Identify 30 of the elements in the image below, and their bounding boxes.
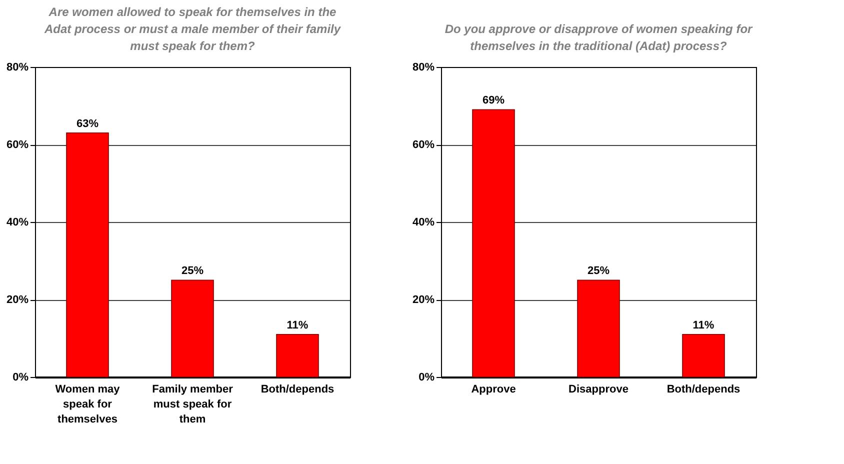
y-tick-label: 0%	[12, 372, 29, 384]
y-tick-label: 40%	[6, 216, 29, 228]
x-tick-label: Approve	[471, 384, 516, 396]
bar	[171, 280, 214, 378]
data-label: 11%	[286, 319, 308, 332]
y-tick-label: 20%	[6, 294, 29, 306]
chart-title: Are women allowed to speak for themselves in the Adat process or must a male member of their family must speak for them?	[43, 5, 342, 53]
bar	[276, 334, 319, 378]
x-tick-label: Both/depends	[666, 384, 740, 396]
y-tick-label: 20%	[412, 294, 435, 306]
data-label: 25%	[181, 265, 204, 278]
data-label: 25%	[587, 265, 610, 278]
bar	[682, 334, 725, 378]
bar	[577, 280, 620, 378]
y-tick-label: 60%	[6, 139, 29, 151]
bar	[472, 109, 515, 378]
data-label: 11%	[692, 319, 714, 332]
x-tick-label: Disapprove	[568, 384, 628, 396]
chart-title: Do you approve or disapprove of women speaking for themselves in the traditional (Adat) process?	[444, 22, 754, 53]
bar	[66, 132, 109, 378]
y-tick-label: 40%	[412, 216, 435, 228]
x-tick-label: Both/depends	[260, 384, 334, 396]
x-tick-label: Women may speak for themselves	[55, 384, 121, 426]
y-tick-label: 80%	[6, 62, 29, 74]
y-tick-label: 60%	[412, 139, 435, 151]
x-tick-label: Family member must speak for them	[152, 384, 234, 426]
data-label: 63%	[76, 118, 99, 130]
y-tick-label: 0%	[418, 372, 435, 384]
data-label: 69%	[482, 94, 505, 107]
y-tick-label: 80%	[412, 62, 435, 74]
